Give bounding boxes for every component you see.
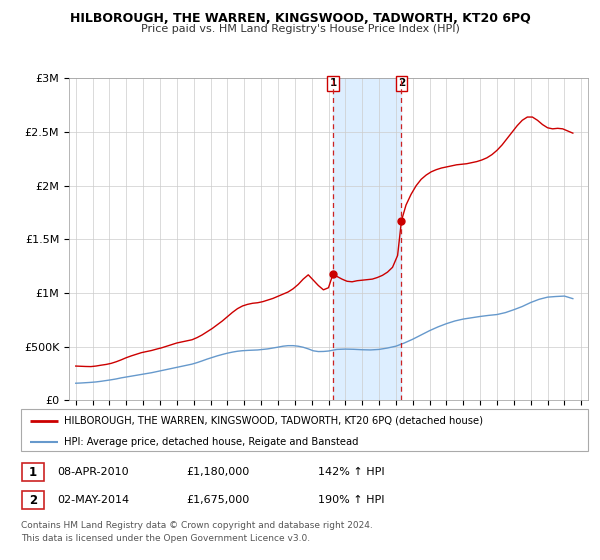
Text: £1,675,000: £1,675,000: [186, 495, 249, 505]
Text: £1,180,000: £1,180,000: [186, 467, 249, 477]
Text: This data is licensed under the Open Government Licence v3.0.: This data is licensed under the Open Gov…: [21, 534, 310, 543]
Text: 2: 2: [398, 78, 405, 88]
FancyBboxPatch shape: [22, 463, 44, 481]
FancyBboxPatch shape: [21, 409, 588, 451]
Text: 2: 2: [29, 493, 37, 507]
Text: 02-MAY-2014: 02-MAY-2014: [57, 495, 129, 505]
Text: HPI: Average price, detached house, Reigate and Banstead: HPI: Average price, detached house, Reig…: [64, 437, 358, 446]
Text: HILBOROUGH, THE WARREN, KINGSWOOD, TADWORTH, KT20 6PQ: HILBOROUGH, THE WARREN, KINGSWOOD, TADWO…: [70, 12, 530, 25]
Text: Price paid vs. HM Land Registry's House Price Index (HPI): Price paid vs. HM Land Registry's House …: [140, 24, 460, 34]
Bar: [333, 78, 401, 400]
Text: 08-APR-2010: 08-APR-2010: [57, 467, 128, 477]
FancyBboxPatch shape: [22, 491, 44, 509]
Text: HILBOROUGH, THE WARREN, KINGSWOOD, TADWORTH, KT20 6PQ (detached house): HILBOROUGH, THE WARREN, KINGSWOOD, TADWO…: [64, 416, 482, 426]
Text: 1: 1: [29, 465, 37, 479]
Text: 142% ↑ HPI: 142% ↑ HPI: [318, 467, 385, 477]
Text: 190% ↑ HPI: 190% ↑ HPI: [318, 495, 385, 505]
Text: 1: 1: [329, 78, 337, 88]
Text: Contains HM Land Registry data © Crown copyright and database right 2024.: Contains HM Land Registry data © Crown c…: [21, 521, 373, 530]
